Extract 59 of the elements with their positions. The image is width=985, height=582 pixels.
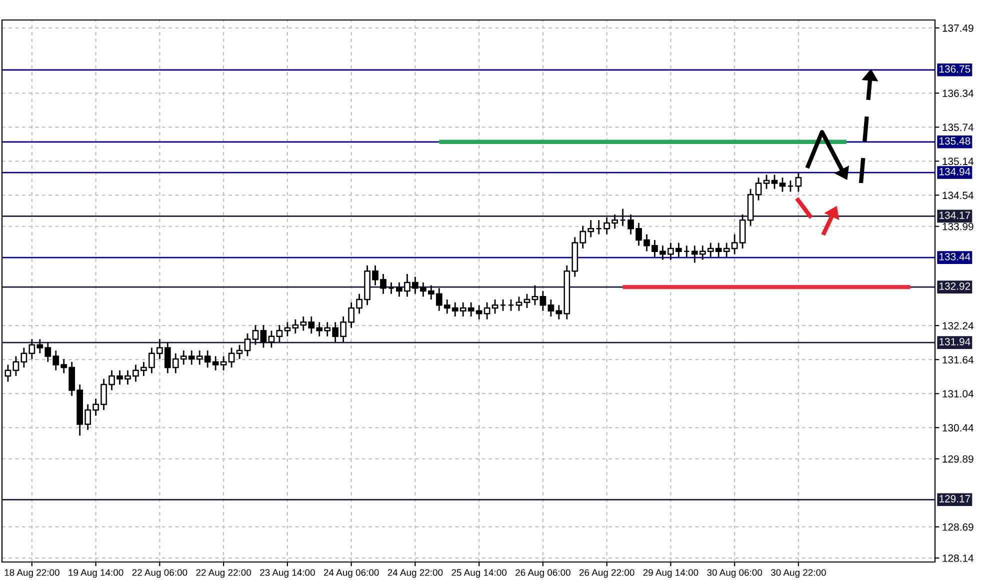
candlestick (268, 330, 275, 348)
candlestick (620, 208, 626, 226)
candlestick (763, 174, 770, 190)
x-tick-label: 26 Aug 22:00 (579, 569, 634, 578)
y-tick-label: 129.89 (942, 455, 974, 463)
y-tick-label: 131.04 (942, 390, 974, 398)
candlestick (508, 298, 514, 312)
x-tick-label: 29 Aug 14:00 (643, 569, 698, 578)
candlestick (388, 282, 394, 295)
candlestick (787, 180, 794, 192)
ref-line-label: 134.17 (940, 212, 970, 219)
candlestick (779, 176, 786, 192)
candlestick (755, 176, 762, 201)
y-tick-label: 133.99 (942, 222, 974, 230)
x-tick-label: 18 Aug 22:00 (4, 569, 60, 578)
candlestick (524, 293, 530, 309)
y-tick-label: 137.49 (942, 24, 974, 32)
candlestick (244, 332, 251, 357)
ref-line-label: 132.92 (940, 282, 970, 290)
y-tick-label: 136.34 (942, 90, 974, 98)
ref-line-label: 129.17 (940, 495, 970, 502)
y-tick-label: 134.54 (942, 192, 974, 200)
candlestick (516, 296, 522, 312)
candlestick (683, 244, 690, 258)
candlestick (500, 298, 506, 312)
x-tick-label: 26 Aug 06:00 (516, 569, 570, 578)
candlestick (228, 347, 235, 368)
candlestick (596, 219, 602, 235)
x-tick-label: 24 Aug 06:00 (324, 569, 379, 578)
x-tick-label: 19 Aug 14:00 (68, 569, 124, 578)
y-tick-label: 130.44 (942, 424, 974, 432)
x-tick-label: 22 Aug 22:00 (196, 569, 252, 578)
x-tick-label: 30 Aug 06:00 (707, 569, 762, 578)
x-tick-label: 30 Aug 22:00 (770, 569, 826, 578)
candlestick (532, 284, 538, 306)
candlestick (771, 174, 778, 190)
candlestick (795, 171, 802, 192)
ref-line-label: 133.44 (940, 252, 970, 260)
y-tick-label: 135.14 (942, 158, 974, 166)
x-tick-label: 22 Aug 06:00 (132, 569, 188, 578)
x-tick-label: 24 Aug 22:00 (388, 569, 443, 578)
y-tick-label: 128.14 (942, 554, 974, 562)
candlestick (260, 324, 267, 348)
y-tick-label: 128.69 (942, 523, 974, 531)
candlestick (236, 344, 243, 360)
y-tick-label: 131.64 (942, 356, 974, 364)
candlestick (492, 298, 498, 314)
x-tick-label: 23 Aug 14:00 (260, 569, 315, 578)
ref-line-label: 134.94 (940, 168, 970, 176)
ref-line-label: 131.94 (940, 338, 970, 346)
y-tick-label: 132.24 (942, 322, 974, 330)
candlestick (484, 302, 490, 320)
ref-line-label: 136.75 (940, 65, 970, 73)
x-tick-label: 25 Aug 14:00 (452, 569, 507, 578)
candlestick (252, 324, 259, 346)
y-tick-label: 135.74 (942, 124, 974, 132)
ref-line-label: 135.48 (940, 137, 970, 145)
candlestick (220, 356, 227, 372)
candlestick (4, 364, 12, 382)
